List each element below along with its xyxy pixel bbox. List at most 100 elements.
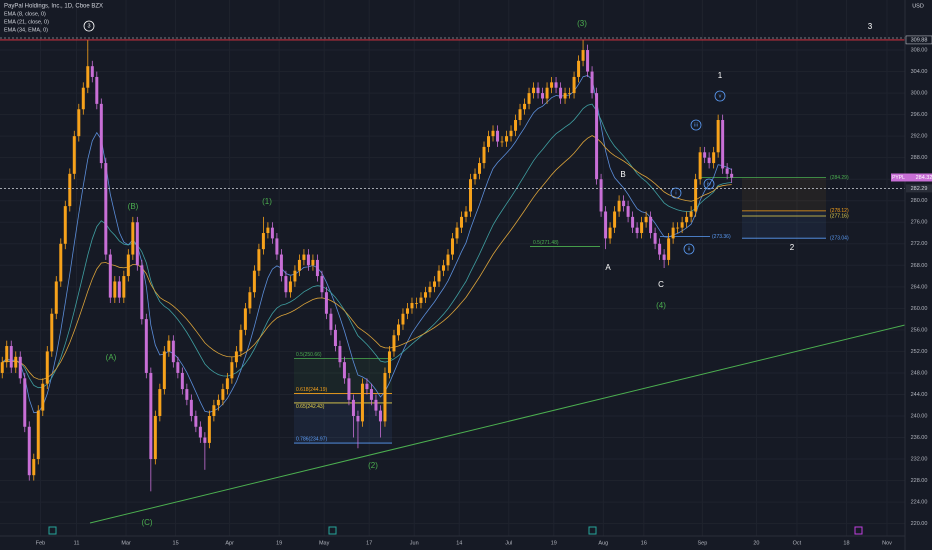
y-tick-label: 240.00 [911,413,928,419]
candle-body [306,254,310,266]
wave-label: 1 [718,71,723,80]
candle-body [180,372,184,390]
candle-body [275,238,279,255]
candle-body [649,216,653,234]
candle-body [626,206,630,217]
candle-body [45,351,49,384]
currency: USD [912,3,924,9]
candle-body [356,415,360,422]
candle-body [410,302,414,309]
candle-body [144,319,148,373]
candle-body [72,136,76,174]
candle-body [230,362,234,379]
chart-title: PayPal Holdings, Inc., 1D, Cboe BZX [4,4,103,10]
event-icon [48,526,57,535]
candle-body [324,292,328,314]
wave-label: (B) [128,202,139,211]
y-tick-label: 224.00 [911,500,928,506]
candle-body [198,426,202,438]
fib-label: 0.65(242.43) [296,404,325,410]
candle-body [595,93,599,180]
candle-body [248,292,252,309]
x-tick-label: 11 [74,540,80,546]
event-icons [48,526,863,535]
candle-body [113,281,117,298]
candle-body [698,152,702,180]
candle-body [437,270,441,282]
candle-body [514,120,518,131]
candle-body [320,276,324,293]
candle-body [302,254,306,260]
candle-body [216,399,220,406]
candle-body [225,378,229,390]
candle-body [194,415,198,427]
indicator-legend: EMA (21, close, 0) [4,19,49,25]
candle-body [446,254,450,266]
x-tick-label: Oct [793,540,802,546]
candle-body [405,308,409,314]
candle-body [50,313,54,352]
y-tick-label: 276.00 [911,220,928,226]
candle-body [694,179,698,212]
candle-body [617,200,621,212]
y-tick-label: 228.00 [911,478,928,484]
candle-body [482,146,486,164]
candle-body [149,372,153,460]
x-tick-label: 20 [753,540,759,546]
candle-body [261,233,265,250]
candle-body [95,76,99,104]
wave-label: (3) [577,19,587,28]
candle-body [527,93,531,104]
annotation-circle [683,243,695,255]
ema-line [2,135,732,380]
candle-body [99,103,103,164]
candle-body [18,356,22,379]
wave-label: (C) [141,518,152,527]
wave-label: 3 [868,22,873,31]
candle-body [541,93,545,99]
candle-body [284,276,288,293]
candle-body [536,87,540,94]
candle-body [608,227,612,239]
candle-body [725,168,729,174]
candle-body [140,265,144,320]
candle-body [153,415,157,460]
y-tick-label: 220.00 [911,521,928,527]
fib-label: 0.5(271.48) [533,240,559,246]
candle-body [712,152,716,164]
y-tick-label: 300.00 [911,91,928,97]
candle-body [59,243,63,282]
candle-body [509,130,513,137]
candle-body [563,93,567,99]
candle-body [126,254,130,277]
candle-body [559,87,563,99]
candle-body [423,292,427,298]
candle-body [518,109,522,121]
candle-body [707,157,711,164]
y-tick-label: 288.00 [911,155,928,161]
x-tick-label: May [319,540,330,546]
candle-body [41,383,45,411]
candle-body [176,362,180,373]
candle-body [77,109,81,137]
candle-body [496,130,500,142]
candle-body [392,335,396,352]
candle-body [577,60,581,77]
x-tick-label: 14 [456,540,462,546]
candle-body [613,211,617,228]
candle-body [469,179,473,212]
candle-body [9,346,13,368]
candle-body [464,211,468,217]
annotation-circle [670,187,682,199]
trend-line [89,324,906,524]
x-tick-label: 16 [641,540,647,546]
candle-body [158,389,162,416]
y-tick-label: 232.00 [911,456,928,462]
y-tick-label: 248.00 [911,370,928,376]
y-tick-label: 244.00 [911,392,928,398]
candle-body [135,222,139,266]
y-tick-label: 280.00 [911,198,928,204]
candle-body [27,426,31,476]
